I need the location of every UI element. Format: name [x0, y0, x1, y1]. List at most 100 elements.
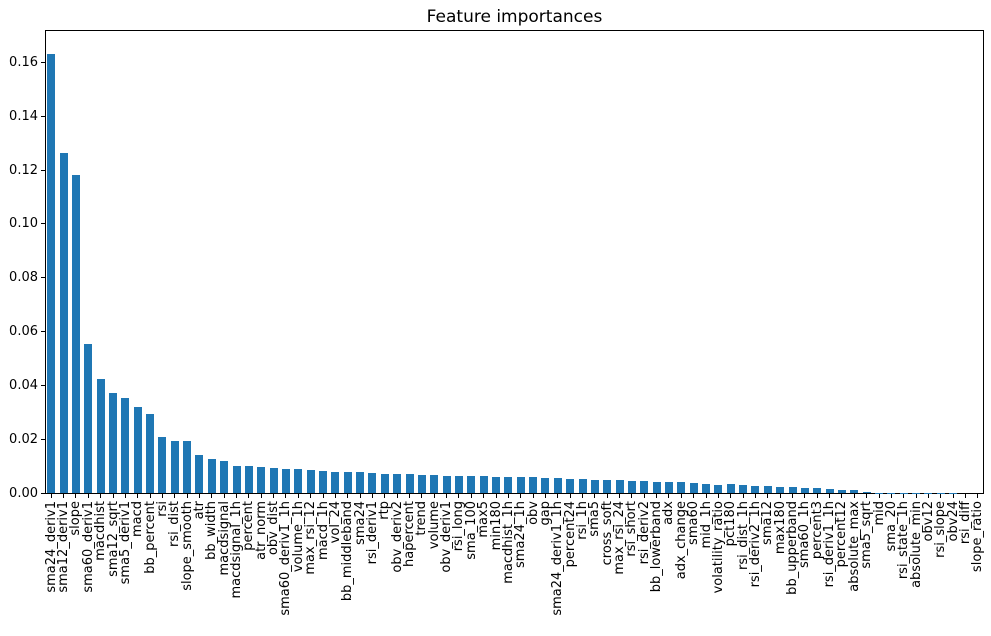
bar-bb_lowerband: [652, 481, 661, 493]
x-tick: [211, 494, 213, 498]
x-tick-label-slope_ratio: slope_ratio: [970, 501, 986, 573]
x-tick: [248, 494, 250, 498]
x-tick: [396, 494, 398, 498]
bar-macdhist_1h: [504, 476, 513, 493]
y-tick: [41, 438, 45, 440]
bar-sma5_deriv1: [121, 398, 130, 493]
bar-macdsignal: [220, 461, 229, 493]
x-tick: [767, 494, 769, 498]
y-tick-label: 0.02: [9, 431, 38, 447]
x-tick: [742, 494, 744, 498]
x-tick: [310, 494, 312, 498]
x-tick: [446, 494, 447, 498]
bar-sma60_deriv1_1h: [281, 468, 290, 493]
bar-obv_deriv1: [442, 475, 451, 493]
bar-slope_smooth: [183, 441, 192, 493]
bar-gap: [541, 477, 550, 493]
x-tick: [643, 494, 645, 498]
y-tick-label: 0.06: [9, 324, 38, 339]
x-tick: [322, 494, 324, 498]
bar-bb_middleband: [343, 472, 352, 493]
x-tick: [915, 494, 917, 498]
bar-volatility_ratio: [714, 484, 723, 493]
bar-cross_soft: [603, 479, 612, 493]
bar-rsi_long: [454, 475, 463, 493]
x-tick: [680, 494, 682, 498]
bar-rsi_dist: [170, 440, 179, 493]
bar-sma12_sqrt: [109, 392, 117, 493]
x-tick: [236, 494, 237, 498]
x-tick: [557, 494, 559, 498]
bar-vol_24: [331, 471, 340, 493]
bar-sma5_sqrt: [862, 491, 871, 493]
x-tick: [409, 494, 410, 498]
y-tick: [41, 223, 45, 225]
bar-slope: [71, 175, 80, 493]
bar-obv: [529, 477, 537, 493]
bar-sma24: [356, 472, 365, 493]
x-tick: [952, 494, 954, 498]
bar-max5: [479, 476, 488, 493]
bar-rsi_deriv1: [368, 472, 377, 493]
x-tick: [754, 494, 756, 498]
y-tick: [41, 61, 45, 63]
x-tick: [198, 494, 200, 498]
x-tick: [421, 494, 423, 498]
x-tick: [853, 494, 855, 498]
bar-percent12: [837, 489, 846, 493]
y-tick: [41, 492, 45, 494]
bar-adx: [664, 482, 673, 493]
x-tick: [359, 494, 361, 498]
x-tick: [260, 494, 262, 498]
bar-sma60_1h: [800, 487, 809, 493]
bar-hapercent: [405, 474, 414, 493]
x-tick: [507, 494, 509, 498]
bar-macd_1h: [319, 470, 327, 493]
x-tick: [816, 494, 818, 498]
x-tick: [582, 494, 583, 498]
bar-pct180: [726, 484, 735, 493]
bar-bb_upperband: [788, 487, 797, 493]
x-tick: [273, 494, 275, 498]
bar-sma_20: [887, 492, 896, 493]
bar-macdsignal_1h: [232, 466, 241, 493]
x-tick: [940, 494, 942, 498]
x-tick: [87, 494, 89, 498]
y-tick-label: 0.04: [9, 377, 38, 393]
y-tick: [41, 384, 45, 386]
bar-sma60: [689, 482, 698, 493]
bar-max180: [776, 486, 785, 493]
x-tick: [693, 494, 695, 498]
x-tick: [878, 494, 880, 498]
x-tick: [347, 494, 349, 498]
bar-sma24_1h: [516, 477, 525, 493]
x-tick: [532, 494, 534, 498]
x-tick: [174, 494, 176, 498]
x-tick: [483, 494, 485, 498]
bar-adx_change: [677, 482, 686, 493]
x-tick: [520, 494, 522, 498]
bar-rsi_1h: [578, 479, 587, 493]
bar-mid_1h: [702, 483, 710, 493]
x-tick: [829, 494, 831, 498]
bar-sma5: [590, 479, 599, 493]
x-tick: [458, 494, 460, 498]
chart-title: Feature importances: [426, 7, 603, 27]
x-tick: [569, 494, 571, 498]
x-tick: [470, 494, 472, 498]
bar-rsi: [158, 437, 167, 493]
bar-rtp: [380, 473, 389, 493]
x-tick: [804, 494, 806, 498]
x-tick: [779, 494, 781, 498]
x-tick: [631, 494, 633, 498]
bar-atr: [195, 454, 204, 493]
x-tick: [112, 494, 114, 498]
bar-sma12: [763, 486, 772, 493]
bar-sma60_deriv1: [84, 344, 93, 493]
y-tick: [41, 169, 45, 171]
bar-sma_100: [467, 476, 476, 493]
x-tick: [384, 494, 386, 498]
x-tick: [619, 494, 620, 498]
x-tick: [100, 494, 102, 498]
bar-sma24_deriv1_1h: [553, 478, 562, 493]
